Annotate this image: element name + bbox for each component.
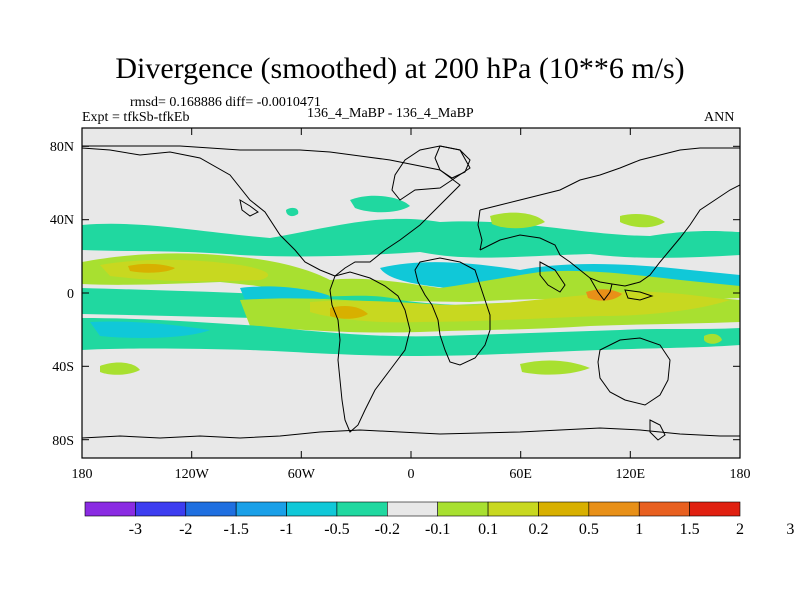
colorbar-swatch [336,501,388,517]
colorbar-label: 0.5 [579,521,599,538]
lon-tick-label: 60E [509,467,532,482]
colorbar-swatch [84,501,136,517]
contour-atlantic-divergence-max [330,306,368,319]
colorbar-swatch [387,501,438,517]
contour-south-convergence [82,318,740,356]
contour-patch-2 [286,207,299,217]
colorbar-swatch [487,501,539,517]
case-label: 136_4_MaBP - 136_4_MaBP [307,106,474,121]
colorbar-label: 0.2 [528,521,548,538]
contour-patch-1 [350,195,410,213]
colorbar-label: -1.5 [223,521,248,538]
contour-fields [82,195,740,375]
colorbar-label: -1 [280,521,293,538]
contour-patch-4 [620,214,665,228]
ticks [81,128,741,458]
page-title: Divergence (smoothed) at 200 hPa (10**6 … [115,52,685,85]
contour-patch-3 [490,212,545,229]
contour-north-convergence [82,218,740,258]
colorbar-label: -2 [179,521,192,538]
colorbar-swatch [135,501,187,517]
colorbar-label: -0.5 [324,521,349,538]
lat-tick-label: 80S [52,434,74,449]
season-label: ANN [704,110,735,125]
lon-tick-label: 120W [175,467,210,482]
colorbar-labels: -3 -2 -1.5 -1 -0.5 -0.2 -0.1 0.1 0.2 0.5 1 1.5 2 3 [129,521,795,538]
contour-south-convergence-core [90,321,210,338]
colorbar-label: -0.1 [425,521,450,538]
colorbar-label: 3 [786,521,794,538]
stats-label: rmsd= 0.168886 diff= -0.0010471 [130,95,321,110]
contour-patch-6 [520,360,590,375]
colorbar-swatch [185,501,237,517]
lat-tick-label: 40N [50,213,74,228]
colorbar-label: -3 [129,521,142,538]
lat-tick-label: 0 [67,287,74,302]
colorbar-swatch [286,501,338,517]
colorbar-swatch [638,501,690,517]
lat-tick-label: 40S [52,360,74,375]
colorbar-swatch [437,501,489,517]
contour-north-divergence-max [128,263,175,273]
lon-tick-label: 180 [72,467,93,482]
colorbar-label: 1 [635,521,643,538]
colorbar-label: 0.1 [478,521,498,538]
contour-indian-divergence-max [586,289,622,301]
colorbar [84,501,741,517]
colorbar-swatch [235,501,287,517]
contour-south-divergence-mid [310,291,730,323]
lon-tick-label: 180 [730,467,751,482]
colorbar-swatch [588,501,640,517]
contour-patch-7 [704,333,722,344]
colorbar-label: -0.2 [375,521,400,538]
colorbar-swatch [689,501,741,517]
lat-tick-label: 80N [50,140,74,155]
lon-tick-label: 120E [616,467,646,482]
coastlines [82,145,740,441]
colorbar-label: 2 [736,521,744,538]
colorbar-swatch [538,501,590,517]
contour-north-divergence [82,253,740,302]
contour-patch-5 [100,362,140,375]
lon-tick-label: 0 [408,467,415,482]
experiment-label: Expt = tfkSb-tfkEb [82,110,190,125]
lon-tick-label: 60W [288,467,316,482]
colorbar-label: 1.5 [680,521,700,538]
